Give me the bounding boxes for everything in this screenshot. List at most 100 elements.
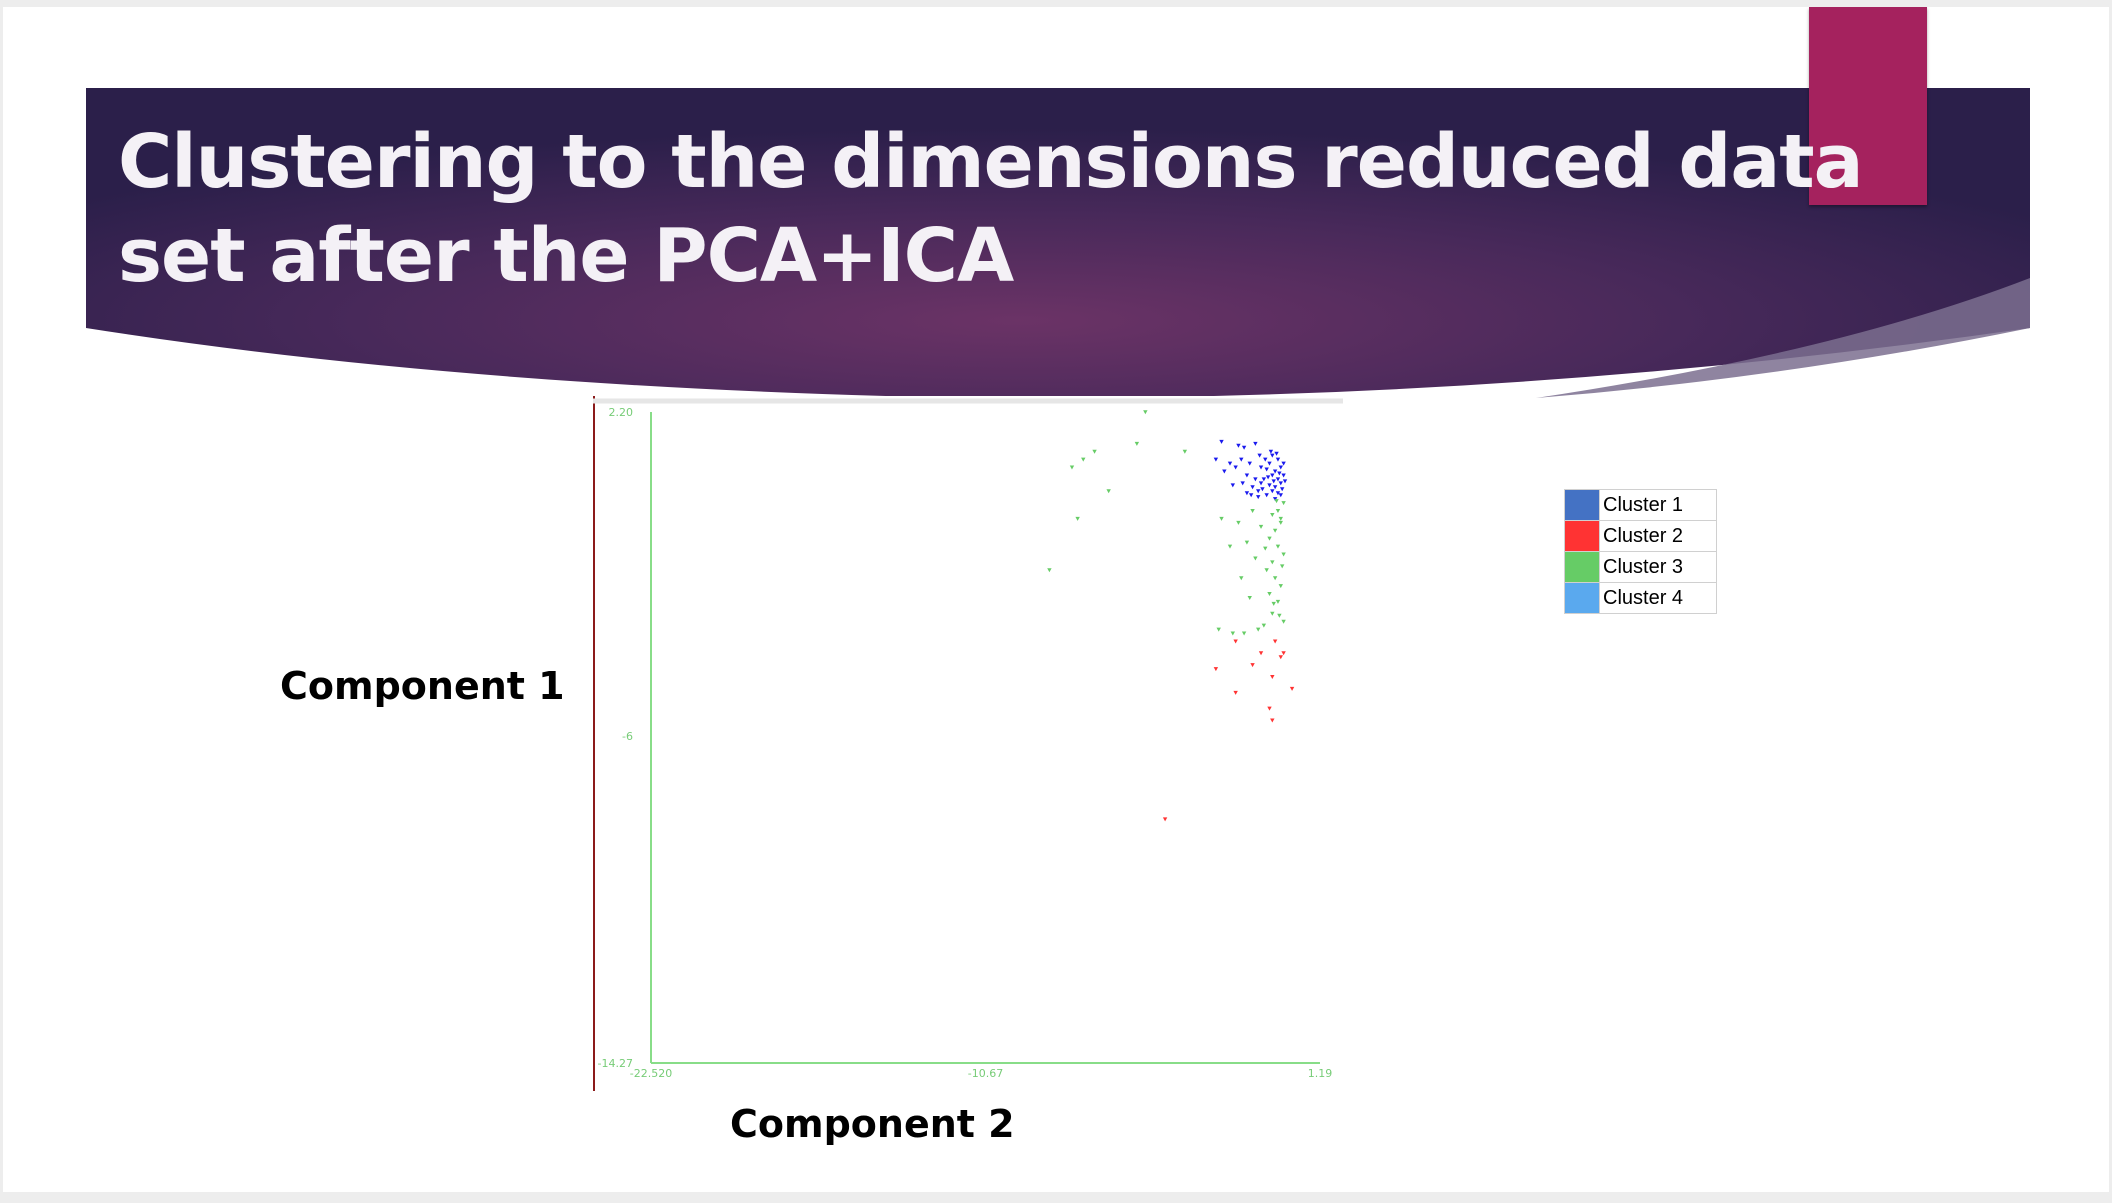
legend-label: Cluster 2	[1599, 520, 1717, 552]
data-point-2-2	[1281, 651, 1286, 656]
data-point-1-2	[1275, 457, 1281, 462]
data-point-1-30	[1253, 441, 1258, 446]
legend-entry: Cluster 1	[1564, 489, 1717, 521]
data-point-1-19	[1264, 493, 1269, 498]
data-point-3-35	[1075, 516, 1080, 521]
data-point-3-20	[1230, 631, 1236, 636]
data-point-3-42	[1274, 499, 1279, 504]
data-point-3-29	[1227, 544, 1233, 549]
data-point-2-13	[1278, 655, 1283, 660]
data-point-1-39	[1279, 487, 1285, 492]
data-point-1-13	[1281, 473, 1286, 478]
data-point-3-37	[1134, 441, 1140, 446]
x-tick-label: 1.19	[1308, 1067, 1333, 1080]
data-point-3-18	[1256, 627, 1261, 632]
data-point-3-7	[1275, 544, 1281, 549]
data-point-2-11	[1162, 817, 1168, 822]
data-point-1-34	[1222, 469, 1227, 474]
data-point-3-21	[1216, 627, 1221, 632]
data-point-1-29	[1241, 445, 1247, 450]
x-tick-label: -10.67	[968, 1067, 1003, 1080]
data-point-1-21	[1250, 485, 1255, 490]
legend: Cluster 1 Cluster 2 Cluster 3 Cluster 4	[1564, 489, 1717, 614]
legend-entry: Cluster 3	[1564, 551, 1717, 583]
data-point-1-49	[1263, 457, 1268, 462]
data-point-1-17	[1275, 491, 1281, 496]
y-tick-label: -14.27	[598, 1057, 633, 1070]
scatter-plot-svg: -22.520 -10.67 1.19 2.20 -6 -14.27	[593, 396, 1343, 1091]
data-point-1-27	[1233, 465, 1238, 470]
data-point-3-16	[1281, 619, 1286, 624]
data-point-1-9	[1275, 477, 1281, 482]
data-point-2-3	[1258, 651, 1264, 656]
title-banner	[86, 88, 2030, 408]
data-point-1-16	[1270, 489, 1275, 494]
data-point-1-14	[1261, 477, 1267, 482]
data-point-1-3	[1267, 461, 1272, 466]
data-point-3-15	[1270, 611, 1275, 616]
data-point-1-45	[1265, 475, 1271, 480]
data-point-1-10	[1278, 481, 1283, 486]
data-point-1-42	[1274, 451, 1279, 456]
data-point-3-26	[1258, 524, 1264, 529]
data-point-1-50	[1257, 453, 1262, 458]
data-point-1-18	[1278, 493, 1283, 498]
data-point-1-37	[1256, 495, 1261, 500]
data-point-1-6	[1264, 467, 1269, 472]
data-point-3-9	[1270, 560, 1275, 565]
data-point-1-36	[1244, 491, 1250, 496]
legend-entry: Cluster 2	[1564, 520, 1717, 552]
x-axis-title: Component 2	[730, 1102, 1015, 1146]
data-point-2-1	[1272, 639, 1278, 644]
data-point-1-23	[1244, 473, 1250, 478]
data-point-3-11	[1272, 576, 1278, 581]
data-point-1-4	[1278, 465, 1283, 470]
data-point-3-10	[1264, 568, 1269, 573]
data-point-3-44	[1271, 601, 1276, 606]
data-point-1-15	[1258, 481, 1264, 486]
data-point-3-27	[1250, 509, 1255, 514]
data-point-1-5	[1272, 469, 1278, 474]
x-tick-label: -22.520	[630, 1067, 672, 1080]
data-point-3-1	[1281, 501, 1286, 506]
legend-swatch	[1564, 582, 1600, 614]
data-point-3-34	[1106, 489, 1111, 494]
y-tick-label: 2.20	[609, 406, 634, 419]
data-point-3-38	[1182, 449, 1188, 454]
legend-swatch	[1564, 551, 1600, 583]
data-point-2-8	[1213, 667, 1219, 672]
data-point-1-8	[1270, 473, 1275, 478]
data-point-3-45	[1277, 613, 1282, 618]
data-point-3-25	[1244, 540, 1250, 545]
data-point-2-7	[1233, 690, 1238, 695]
data-point-3-12	[1278, 584, 1283, 589]
tick-labels: -22.520 -10.67 1.19 2.20 -6 -14.27	[598, 406, 1333, 1080]
data-point-3-6	[1267, 536, 1272, 541]
data-point-3-33	[1069, 465, 1075, 470]
data-point-3-17	[1261, 623, 1267, 628]
data-point-3-40	[1278, 516, 1283, 521]
data-point-1-26	[1239, 457, 1244, 462]
data-point-1-44	[1271, 479, 1276, 484]
data-point-1-1	[1270, 453, 1275, 458]
data-point-1-31	[1236, 443, 1241, 448]
legend-swatch	[1564, 520, 1600, 552]
legend-label: Cluster 1	[1599, 489, 1717, 521]
data-point-1-46	[1260, 487, 1265, 492]
data-point-1-28	[1227, 461, 1233, 466]
data-point-1-11	[1267, 483, 1272, 488]
data-point-2-10	[1270, 718, 1275, 723]
data-point-2-12	[1233, 639, 1238, 644]
data-point-1-47	[1248, 493, 1254, 498]
y-axis-title: Component 1	[280, 664, 565, 708]
legend-entry: Cluster 4	[1564, 582, 1717, 614]
data-point-3-31	[1092, 449, 1097, 454]
slide-title: Clustering to the dimensions reduced dat…	[118, 119, 1864, 299]
data-point-1-33	[1213, 457, 1219, 462]
data-point-2-4	[1250, 663, 1255, 668]
data-point-2-5	[1270, 675, 1275, 680]
data-point-1-24	[1258, 465, 1264, 470]
data-point-3-8	[1281, 552, 1286, 557]
data-point-3-24	[1253, 556, 1258, 561]
data-point-3-19	[1241, 631, 1247, 636]
